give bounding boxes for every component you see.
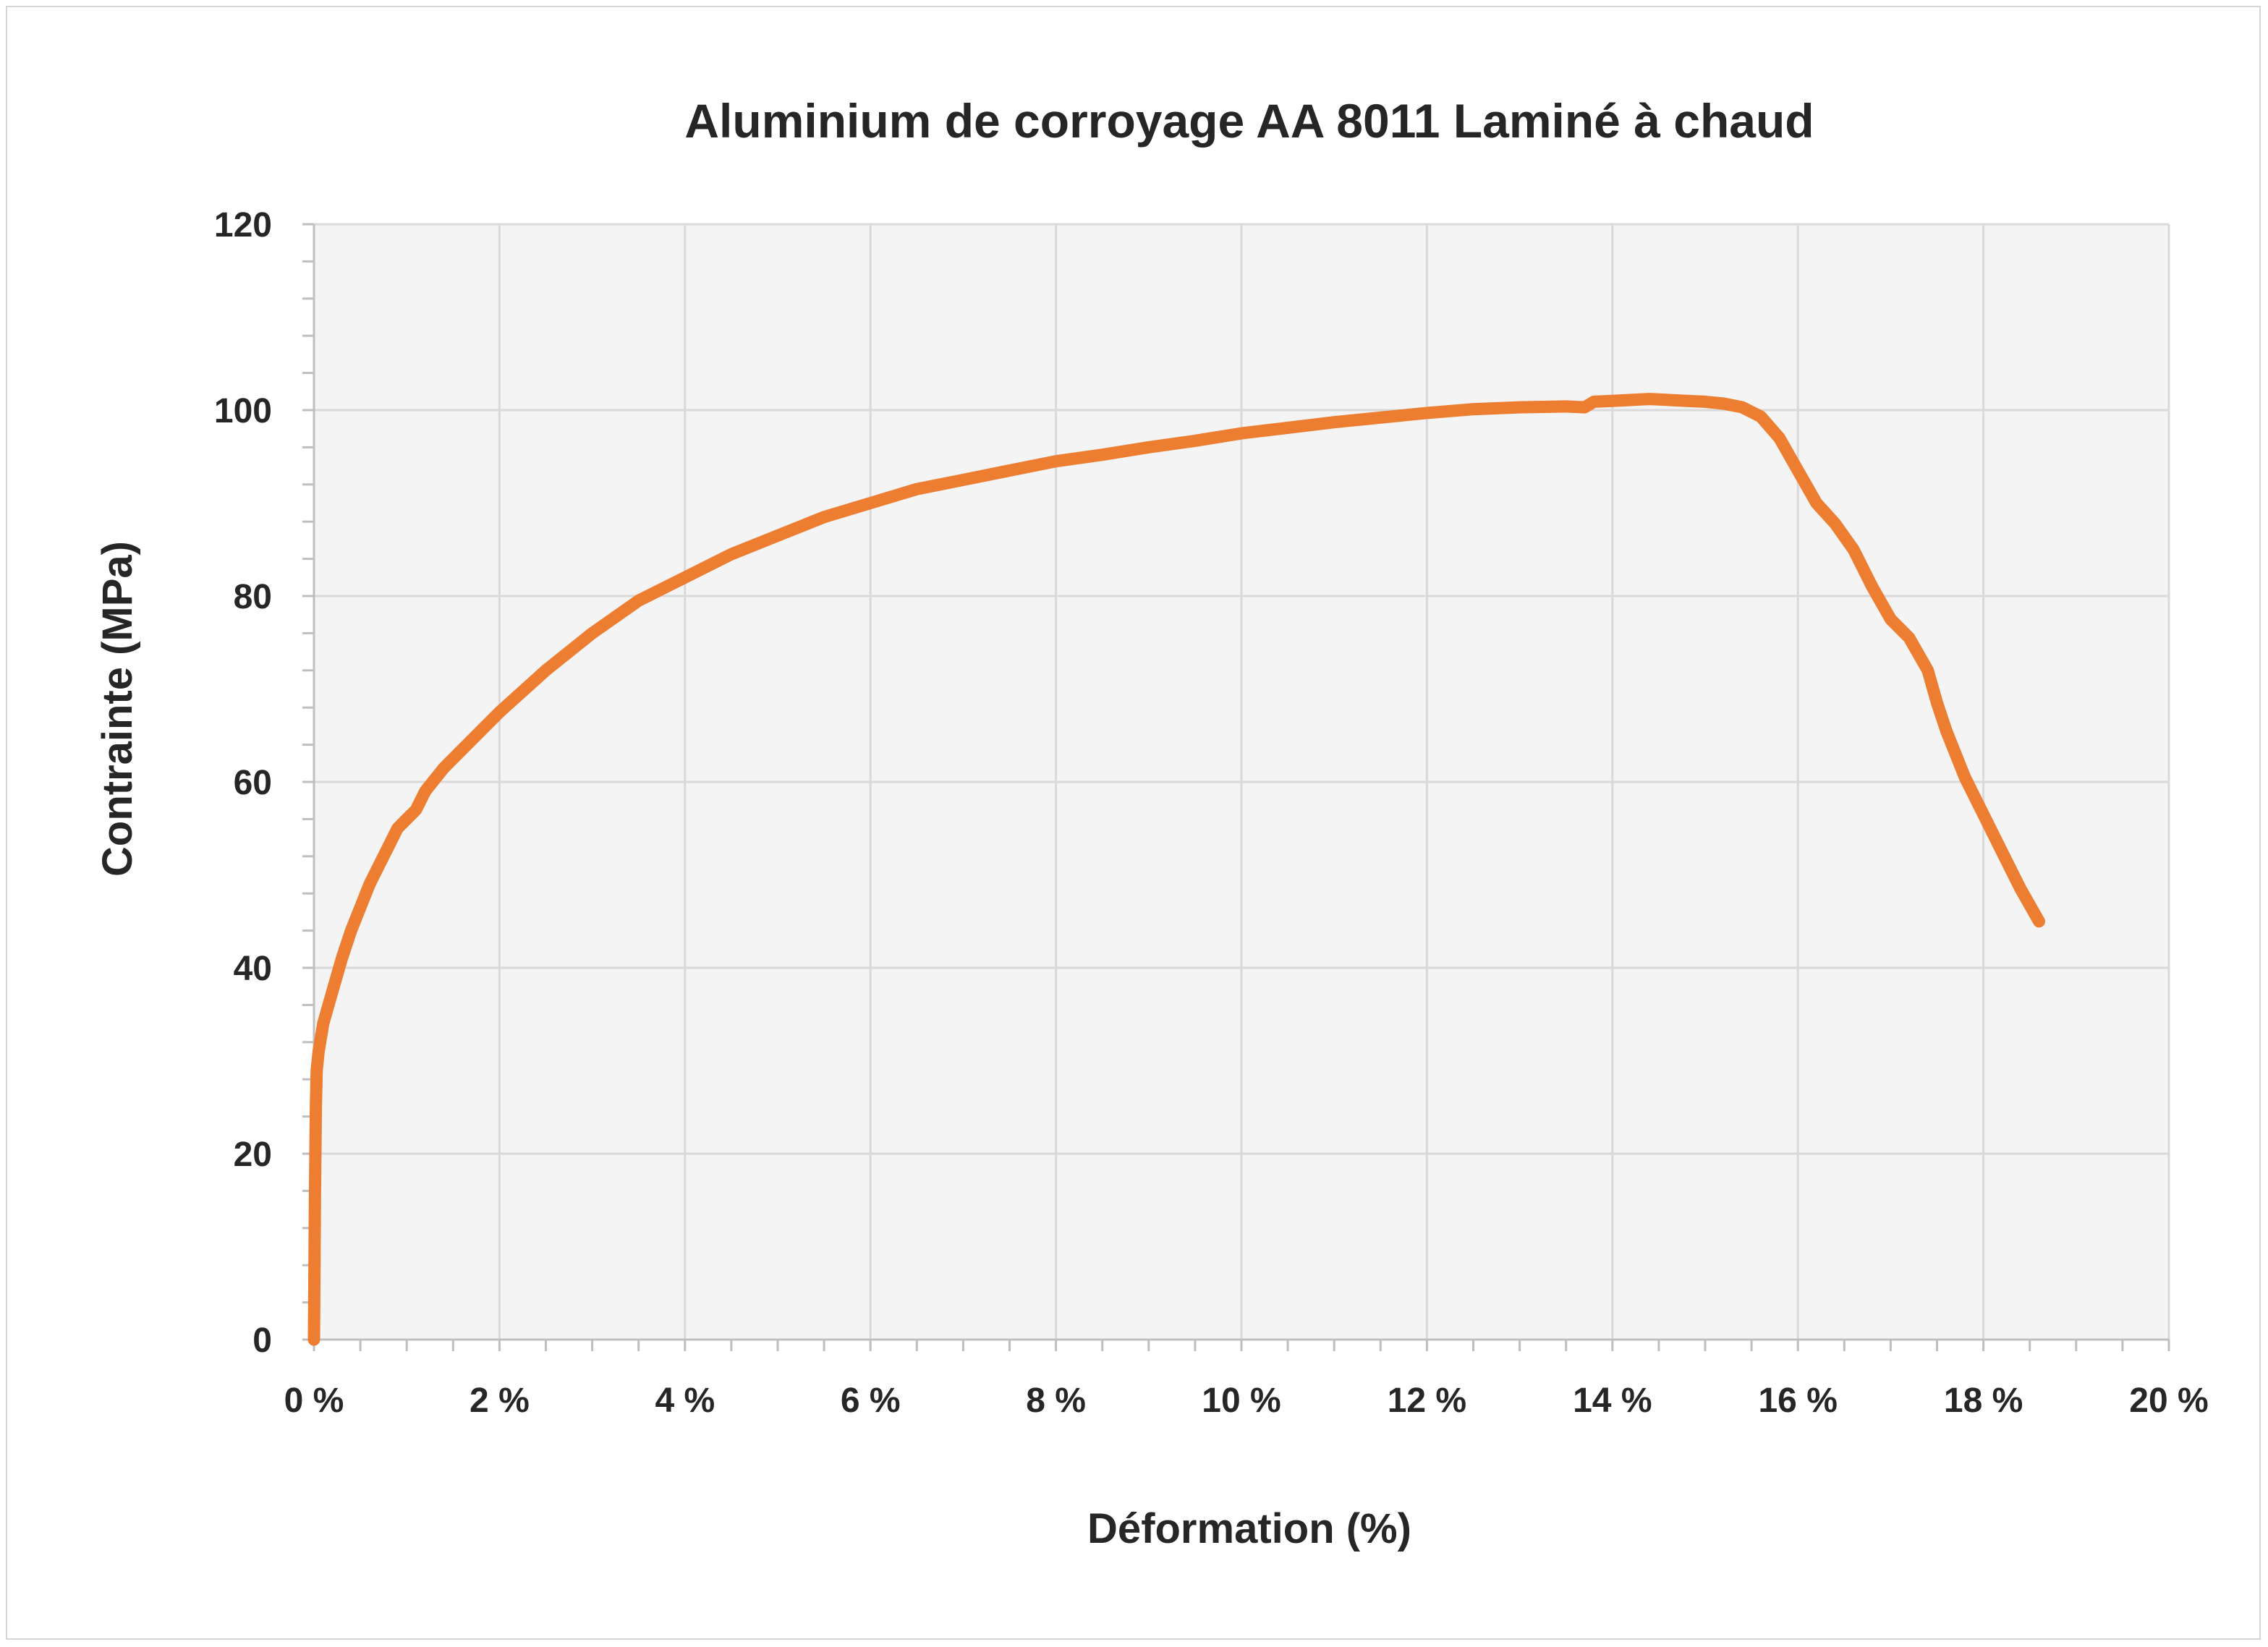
x-tick-label: 12 % [1388,1382,1466,1420]
x-tick-label: 14 % [1573,1382,1652,1420]
x-tick-label: 16 % [1758,1382,1837,1420]
y-tick-label: 120 [214,206,272,244]
y-tick-label: 0 [252,1322,272,1360]
x-tick-label: 6 % [841,1382,901,1420]
x-tick-label: 4 % [655,1382,715,1420]
x-tick-label: 2 % [470,1382,530,1420]
chart-title: Aluminium de corroyage AA 8011 Laminé à … [684,94,1814,148]
y-axis-title: Contrainte (MPa) [94,541,141,877]
series-line-1 [307,393,2045,1346]
x-tick-label: 10 % [1202,1382,1280,1420]
y-tick-label: 100 [214,392,272,430]
x-axis-title: Déformation (%) [1087,1505,1411,1552]
x-tick-label: 20 % [2129,1382,2208,1420]
x-tick-label: 18 % [1944,1382,2023,1420]
y-tick-label: 60 [234,764,272,802]
plot-area: 0 % 2 % 4 % 6 % 8 % 10 % 12 % 14 % 16 % 18 % 20 % 0… [214,206,2209,1420]
x-tick-label: 8 % [1026,1382,1086,1420]
x-tick-label: 0 % [284,1382,344,1420]
y-tick-label: 40 [234,950,272,988]
y-tick-label: 20 [234,1136,272,1174]
y-tick-label: 80 [234,578,272,616]
